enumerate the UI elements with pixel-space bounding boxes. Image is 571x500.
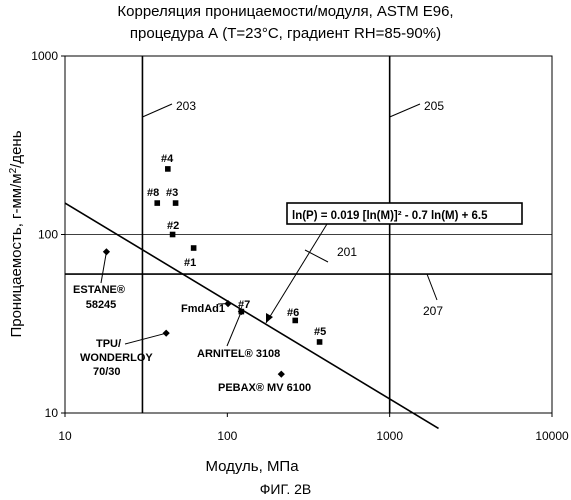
point-label: #5 <box>314 326 326 338</box>
leader-207 <box>427 274 437 300</box>
point-label-tpu-line1: TPU/ <box>96 338 121 350</box>
leader-estane <box>101 252 106 283</box>
point-label-tpu-line3: 70/30 <box>93 366 121 378</box>
leader-201 <box>305 250 328 262</box>
point-label: ARNITEL® 3108 <box>197 348 280 360</box>
x-tick-label: 10000 <box>535 429 569 443</box>
data-point-diamond <box>278 371 285 378</box>
point-label: #2 <box>167 220 179 232</box>
data-point-square <box>191 245 197 251</box>
y-tick-label: 1000 <box>31 49 58 63</box>
point-label: #6 <box>287 307 299 319</box>
label-203: 203 <box>176 99 196 113</box>
y-tick-label: 100 <box>38 228 58 242</box>
equation-arrowhead <box>266 313 273 323</box>
point-label: FmdAd1 <box>181 303 225 315</box>
x-tick-label: 10 <box>58 429 72 443</box>
x-tick-label: 1000 <box>376 429 403 443</box>
x-axis-label: Модуль, МПа <box>205 458 299 475</box>
y-axis-label: Проницаемость, г-мм/м2/день <box>8 130 26 337</box>
point-label-estane-line1: ESTANE® <box>73 284 125 296</box>
y-tick-label: 10 <box>45 406 59 420</box>
point-label: #7 <box>238 299 250 311</box>
figure-caption: ФИГ. 2В <box>0 481 571 497</box>
leader-205 <box>390 104 420 117</box>
data-point-square <box>317 339 323 345</box>
plot-area: 10 100 1000 10000 10 100 1000 203 205 207 201 ln(P)… <box>31 49 569 443</box>
label-205: 205 <box>424 99 444 113</box>
regression-line <box>65 203 439 428</box>
leader-arnitel <box>227 312 241 346</box>
point-label: #8 <box>147 187 159 199</box>
x-tick-label: 100 <box>217 429 237 443</box>
data-point-square <box>165 166 171 172</box>
point-label-estane-line2: 58245 <box>86 299 117 311</box>
label-201: 201 <box>337 245 357 259</box>
leader-tpu <box>125 333 166 344</box>
point-label: PEBAX® MV 6100 <box>218 382 311 394</box>
equation-text: ln(P) = 0.019 [ln(M)]² - 0.7 ln(M) + 6.5 <box>292 210 488 222</box>
data-point-square <box>170 232 176 238</box>
point-label: #1 <box>184 257 196 269</box>
data-point-square <box>173 200 179 206</box>
point-label-tpu-line2: WONDERLOY <box>80 352 153 364</box>
data-point-square <box>154 200 160 206</box>
leader-203 <box>142 104 172 117</box>
label-207: 207 <box>423 304 443 318</box>
point-label: #4 <box>161 153 174 165</box>
point-label: #3 <box>166 187 178 199</box>
